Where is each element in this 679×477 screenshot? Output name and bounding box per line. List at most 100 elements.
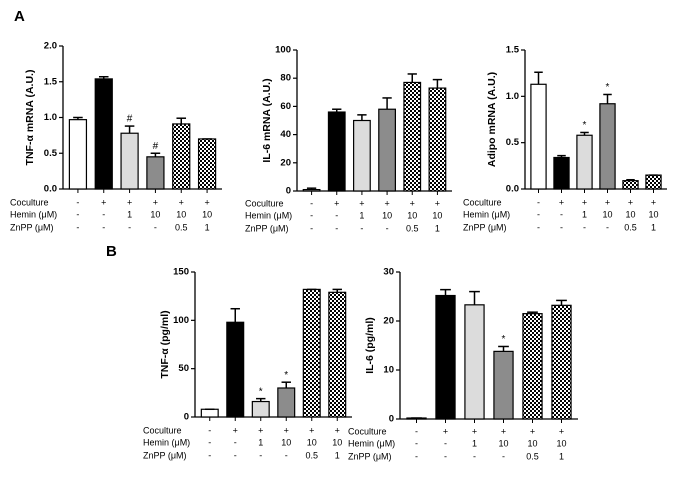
condition-value: - [76,222,79,232]
y-tick-label: 0.5 [44,148,58,159]
bar [576,134,593,190]
condition-value: - [415,426,418,436]
condition-value: + [651,197,656,207]
bar [378,108,396,192]
condition-value: - [285,450,288,460]
bar [146,156,165,190]
bar [327,111,346,192]
condition-value: - [560,222,563,232]
condition-value: - [102,209,105,219]
condition-value: 0.5 [175,222,188,232]
bar [599,103,616,190]
condition-value: - [310,210,313,220]
condition-label: Coculture [245,198,284,208]
condition-value: 1 [335,450,340,460]
condition-value: 10 [382,210,392,220]
condition-value: - [208,450,211,460]
condition-value: 10 [176,209,186,219]
bar [226,321,245,418]
condition-value: - [583,222,586,232]
bar [403,81,422,192]
condition-value: + [359,198,364,208]
condition-value: - [76,209,79,219]
significance-mark: # [153,141,159,152]
bar [353,119,371,192]
condition-value: 1 [435,223,440,233]
condition-value: - [415,438,418,448]
condition-value: - [537,197,540,207]
condition-value: 10 [648,209,658,219]
bar [172,123,191,190]
condition-value: + [384,198,389,208]
condition-value: 10 [625,209,635,219]
y-tick-label: 30 [383,267,394,278]
condition-label: ZnPP (μM) [245,223,289,233]
significance-mark: # [127,114,133,125]
y-axis-label: TNF-α mRNA (A.U.) [24,70,36,166]
condition-value: 10 [307,437,317,447]
condition-value: - [259,450,262,460]
condition-value: - [537,209,540,219]
condition-value: 1 [359,210,364,220]
significance-mark: * [606,82,610,93]
condition-value: - [208,425,211,435]
condition-label: ZnPP (μM) [10,222,54,232]
bar [645,174,662,190]
condition-value: + [530,426,535,436]
condition-value: + [284,425,289,435]
y-tick-label: 0 [389,414,394,425]
y-tick-label: 50 [178,363,189,374]
y-tick-label: 80 [280,73,291,84]
y-tick-label: 20 [280,157,291,168]
condition-label: ZnPP (μM) [143,450,187,460]
condition-value: 1 [559,451,564,461]
condition-value: - [444,451,447,461]
condition-label: Hemin (μM) [463,209,510,219]
condition-value: - [360,223,363,233]
bar [428,87,447,192]
bar [251,400,270,418]
y-tick-label: 100 [275,45,291,56]
bar [68,119,88,190]
y-axis-label: TNF-α (pg/ml) [159,310,171,378]
bar [551,304,572,420]
condition-value: - [102,222,105,232]
condition-label: Hemin (μM) [245,210,292,220]
y-axis-label: IL-6 (pg/ml) [364,317,376,374]
y-tick-label: 100 [173,315,189,326]
condition-value: 1 [472,438,477,448]
bar [200,408,219,418]
condition-value: - [606,222,609,232]
condition-value: - [473,451,476,461]
condition-value: + [127,197,132,207]
condition-value: + [605,197,610,207]
condition-value: + [559,426,564,436]
condition-value: 1 [651,222,656,232]
bar [493,350,514,420]
bar [522,313,543,420]
y-axis-label: IL-6 mRNA (A.U.) [261,78,273,162]
condition-label: Hemin (μM) [143,437,190,447]
condition-value: - [128,222,131,232]
y-tick-label: 0.0 [506,184,519,195]
condition-value: - [310,223,313,233]
panel-label: A [14,8,25,25]
condition-value: - [560,209,563,219]
y-tick-label: 0.0 [44,184,57,195]
y-tick-label: 0 [286,186,291,197]
condition-value: 10 [432,210,442,220]
condition-value: + [472,426,477,436]
condition-value: 10 [407,210,417,220]
bar [530,83,547,190]
bar [464,304,485,420]
condition-value: + [153,197,158,207]
y-tick-label: 1.5 [44,76,58,87]
bar [553,156,570,190]
condition-value: - [234,437,237,447]
condition-label: Coculture [143,425,182,435]
condition-value: + [335,425,340,435]
condition-value: + [258,425,263,435]
condition-value: + [410,198,415,208]
condition-value: 10 [498,438,508,448]
